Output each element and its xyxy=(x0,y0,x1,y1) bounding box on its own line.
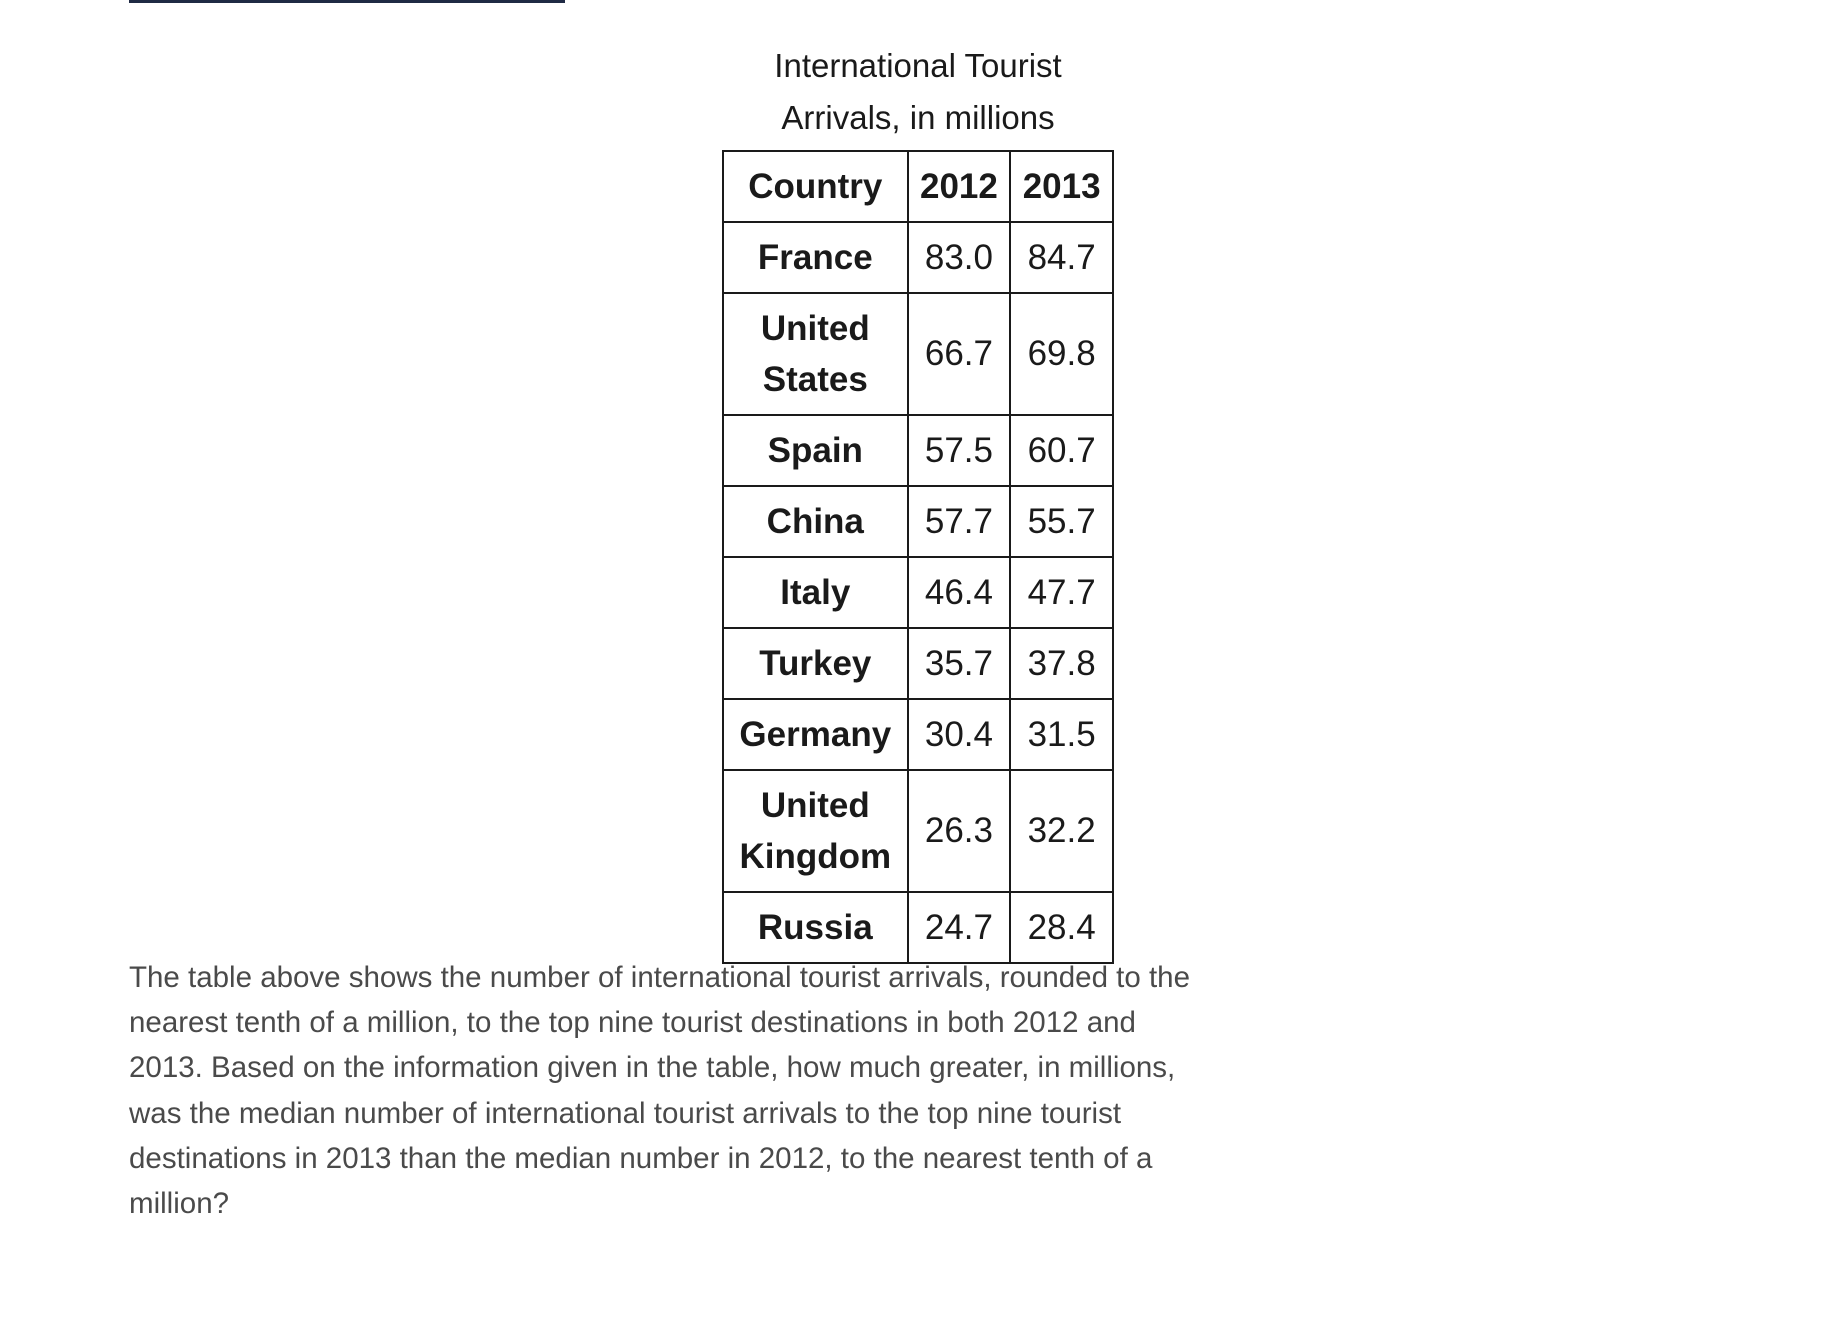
table-row: Turkey 35.7 37.8 xyxy=(722,627,1114,700)
value-2012-cell: 35.7 xyxy=(906,627,1012,700)
value-2012-cell: 66.7 xyxy=(906,292,1012,416)
value-2012-cell: 30.4 xyxy=(906,698,1012,771)
country-cell: Germany xyxy=(722,698,909,771)
table-row: Spain 57.5 60.7 xyxy=(722,414,1114,487)
value-2012-cell: 26.3 xyxy=(906,769,1012,893)
country-cell: United States xyxy=(722,292,909,416)
header-2012: 2012 xyxy=(906,150,1012,223)
table-row: Germany 30.4 31.5 xyxy=(722,698,1114,771)
value-2012-cell: 83.0 xyxy=(906,221,1012,294)
value-2013-cell: 60.7 xyxy=(1009,414,1114,487)
value-2013-cell: 47.7 xyxy=(1009,556,1114,629)
value-2012-cell: 57.5 xyxy=(906,414,1012,487)
country-cell: Spain xyxy=(722,414,909,487)
value-2013-cell: 32.2 xyxy=(1009,769,1114,893)
table-header-row: Country 2012 2013 xyxy=(722,150,1114,223)
top-divider xyxy=(129,0,565,3)
value-2013-cell: 31.5 xyxy=(1009,698,1114,771)
table-caption: International Tourist Arrivals, in milli… xyxy=(774,47,1062,136)
header-2013: 2013 xyxy=(1009,150,1114,223)
value-2012-cell: 57.7 xyxy=(906,485,1012,558)
table-row: Italy 46.4 47.7 xyxy=(722,556,1114,629)
header-country: Country xyxy=(722,150,909,223)
table-row: United States 66.7 69.8 xyxy=(722,292,1114,416)
country-cell: United Kingdom xyxy=(722,769,909,893)
country-cell: Turkey xyxy=(722,627,909,700)
tourist-arrivals-table: Country 2012 2013 France 83.0 84.7 Unite… xyxy=(722,150,1114,964)
value-2012-cell: 46.4 xyxy=(906,556,1012,629)
value-2013-cell: 37.8 xyxy=(1009,627,1114,700)
table-row: China 57.7 55.7 xyxy=(722,485,1114,558)
tourist-arrivals-table-block: International Tourist Arrivals, in milli… xyxy=(722,40,1114,964)
country-cell: China xyxy=(722,485,909,558)
country-cell: Russia xyxy=(722,891,909,964)
table-row: France 83.0 84.7 xyxy=(722,221,1114,294)
value-2013-cell: 28.4 xyxy=(1009,891,1114,964)
value-2013-cell: 69.8 xyxy=(1009,292,1114,416)
value-2013-cell: 84.7 xyxy=(1009,221,1114,294)
question-text: The table above shows the number of inte… xyxy=(129,961,1190,1221)
country-cell: Italy xyxy=(722,556,909,629)
table-row: United Kingdom 26.3 32.2 xyxy=(722,769,1114,893)
value-2013-cell: 55.7 xyxy=(1009,485,1114,558)
value-2012-cell: 24.7 xyxy=(906,891,1012,964)
country-cell: France xyxy=(722,221,909,294)
table-row: Russia 24.7 28.4 xyxy=(722,891,1114,964)
